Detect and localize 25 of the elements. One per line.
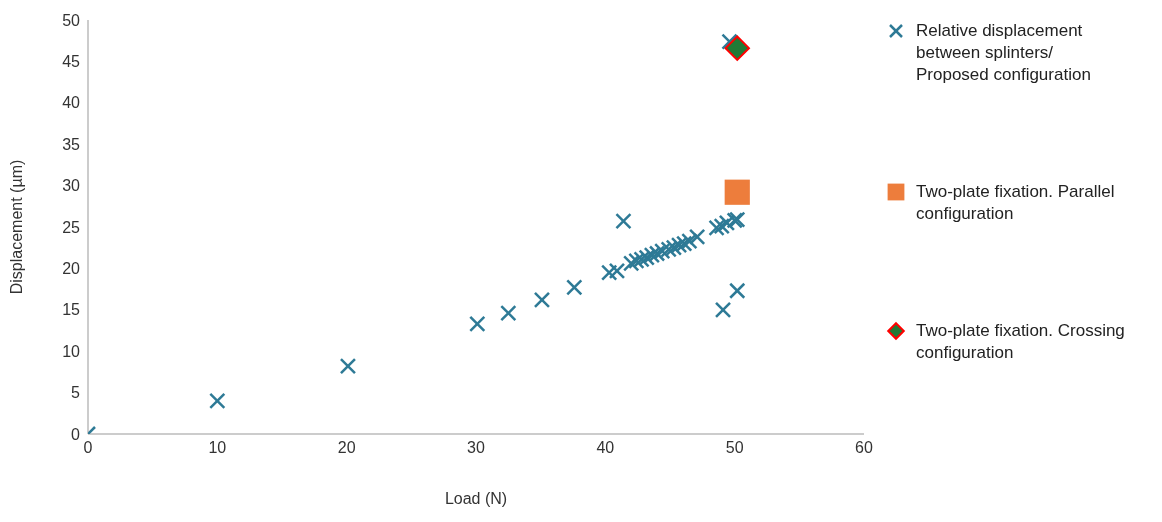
y-tick-label: 10: [62, 342, 81, 360]
x-tick-label: 10: [208, 439, 227, 457]
y-tick-label: 15: [62, 301, 81, 319]
y-tick-label: 25: [62, 218, 81, 236]
y-tick-label: 40: [62, 94, 81, 112]
y-axis-title: Displacement (µm): [7, 159, 25, 295]
y-tick-label: 5: [71, 384, 81, 402]
y-tick-label: 20: [62, 260, 81, 278]
x-tick-label: 30: [467, 439, 485, 457]
y-tick-label: 30: [62, 177, 81, 195]
legend-label: Two-plate fixation. Parallel configuration: [916, 181, 1116, 225]
point: [724, 35, 750, 61]
x-tick-label: 60: [855, 439, 873, 457]
y-tick-label: 0: [71, 425, 81, 443]
x-tick-label: 50: [725, 439, 744, 457]
x-tick-label: 40: [596, 439, 615, 457]
y-tick-label: 45: [62, 53, 81, 71]
legend-label: Relative displacement between splinters/ Proposed configuration: [916, 20, 1092, 86]
y-tick-label: 50: [62, 11, 81, 29]
x-tick-label: 0: [83, 439, 93, 457]
point: [724, 179, 750, 205]
x-axis-title: Load (N): [444, 490, 508, 507]
x-tick-label: 20: [337, 439, 356, 457]
y-tick-label: 35: [62, 135, 81, 153]
legend-label: Two-plate fixation. Crossing configuration: [916, 320, 1126, 364]
